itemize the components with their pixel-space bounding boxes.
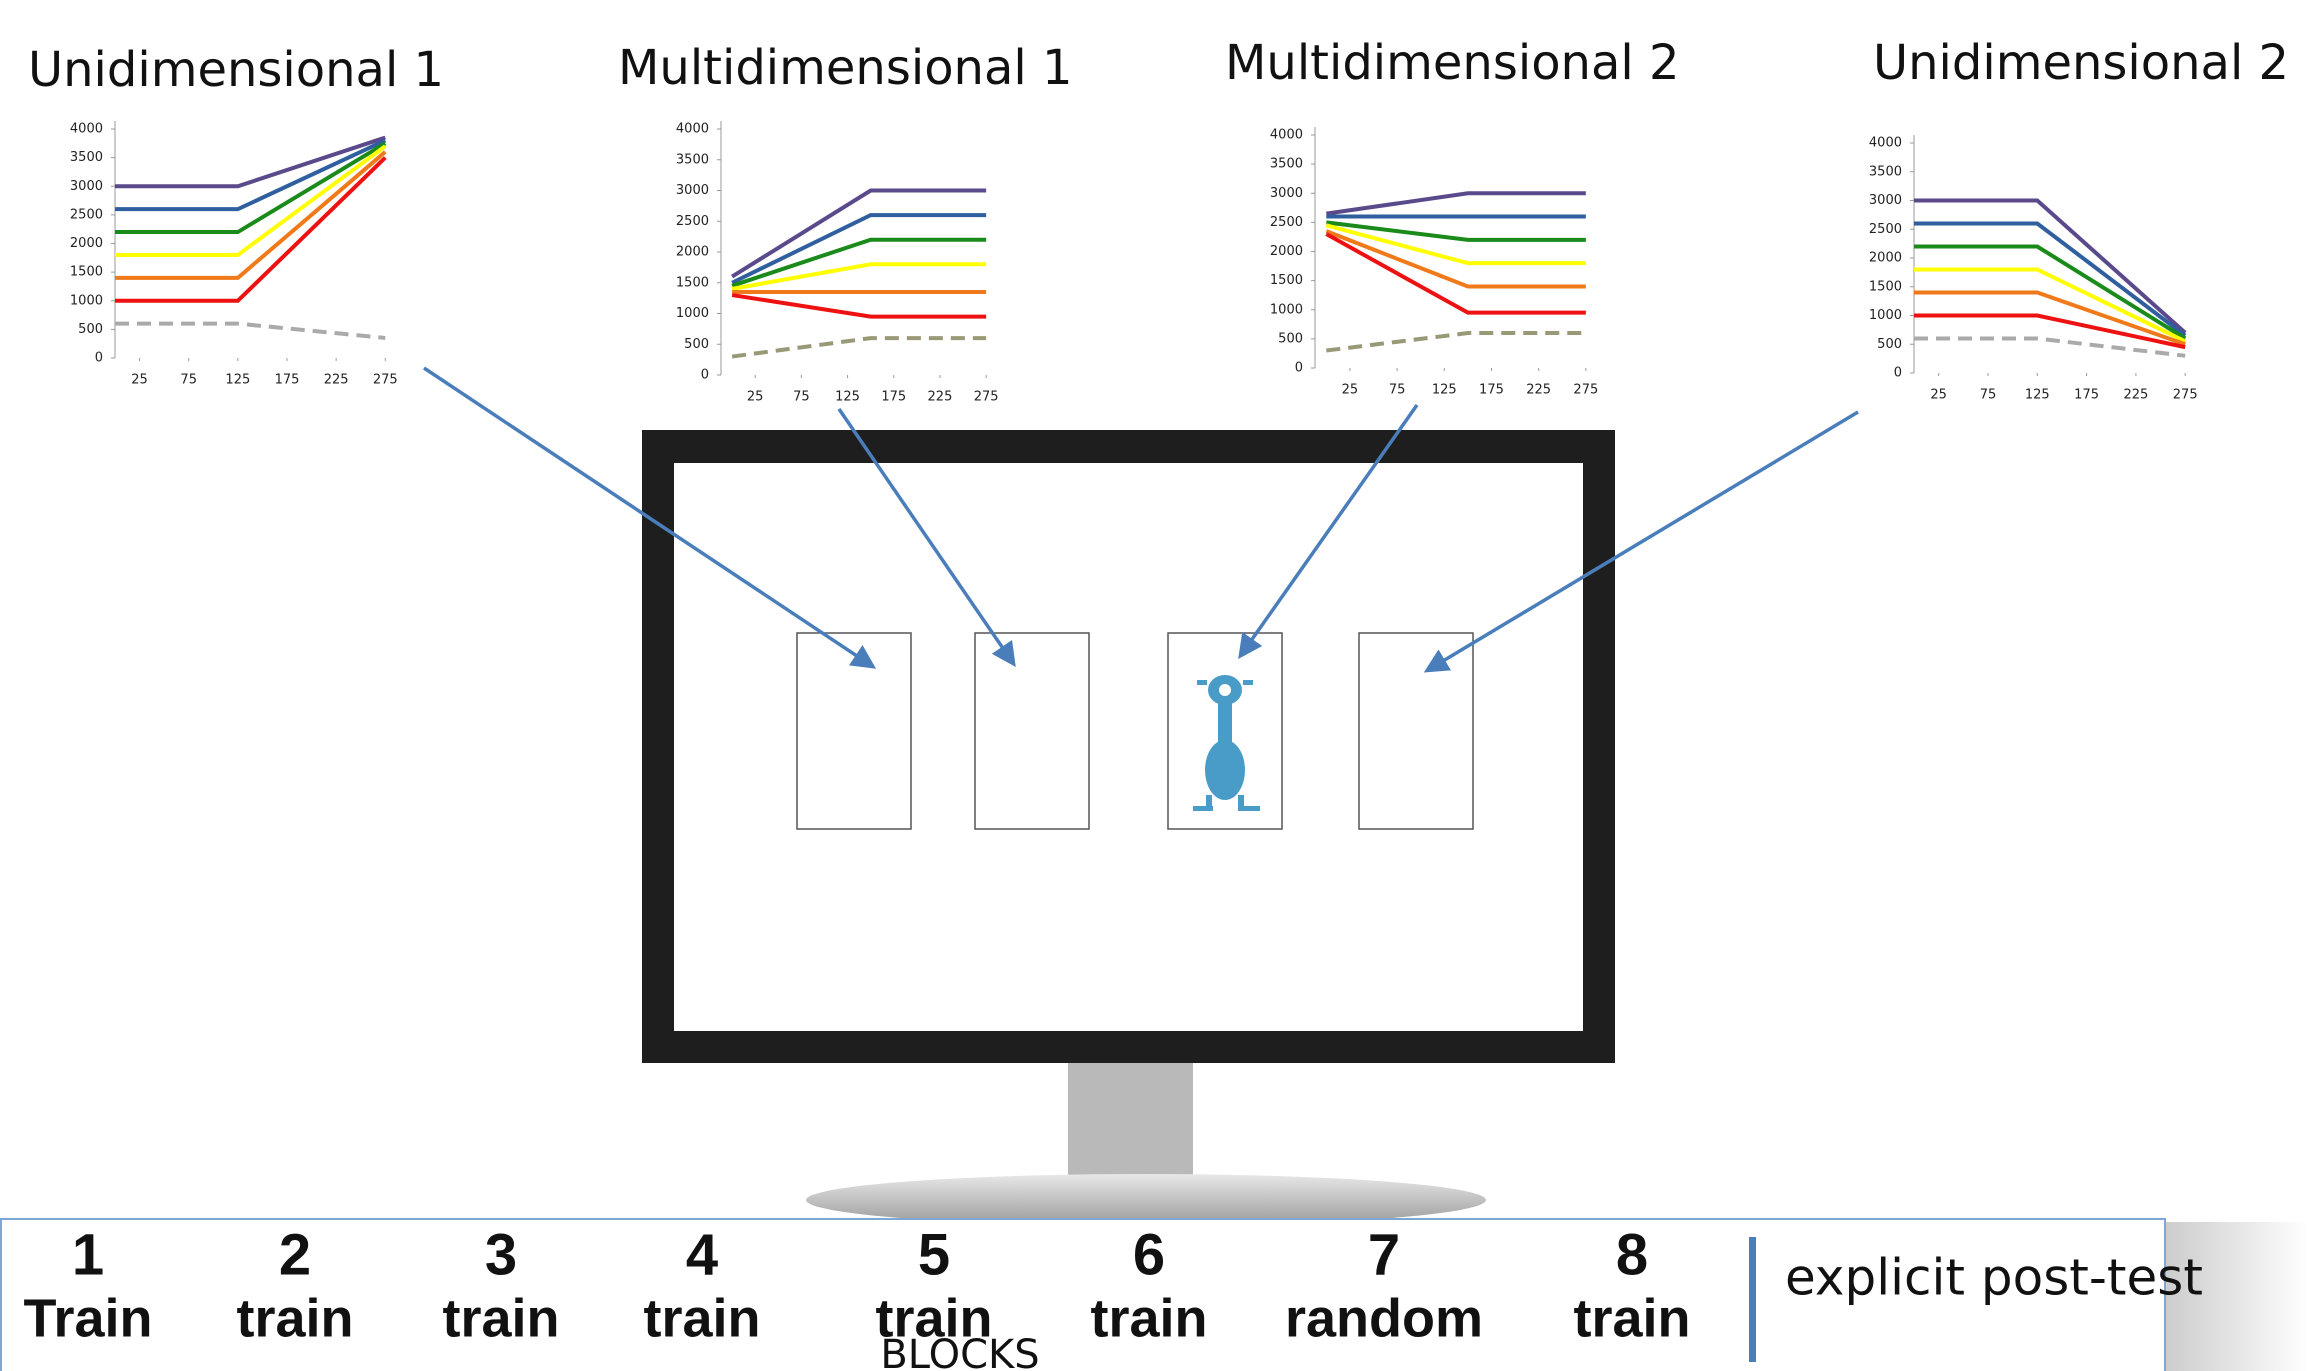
block-label: train: [442, 1288, 559, 1348]
chart-title: Unidimensional 1: [28, 42, 444, 98]
y-tick-label: 3500: [1869, 164, 1902, 179]
block-number: 7: [1368, 1222, 1400, 1287]
block-label: train: [643, 1288, 760, 1348]
block-number: 1: [72, 1222, 104, 1287]
x-tick-label: 75: [1980, 388, 1997, 403]
chart-title: Unidimensional 2: [1873, 35, 2289, 91]
y-tick-label: 3000: [1270, 186, 1303, 201]
x-tick-label: 225: [324, 373, 349, 388]
line-series: [1914, 339, 2185, 356]
line-series: [115, 152, 385, 278]
chart-title: Multidimensional 1: [618, 40, 1073, 96]
block-label: random: [1285, 1288, 1483, 1348]
y-tick-label: 1000: [1270, 302, 1303, 317]
chart-title: Multidimensional 2: [1225, 35, 1680, 91]
y-tick-label: 1500: [70, 265, 103, 280]
x-tick-label: 125: [835, 390, 860, 405]
line-series: [732, 264, 986, 289]
x-tick-label: 225: [2123, 388, 2148, 403]
post-test: explicit post-test: [1785, 1249, 2203, 1307]
y-tick-label: 2000: [676, 245, 709, 260]
x-tick-label: 275: [1573, 383, 1598, 398]
y-tick-label: 1500: [1270, 273, 1303, 288]
y-tick-label: 1000: [1869, 308, 1902, 323]
y-tick-label: 2500: [1869, 222, 1902, 237]
chart: Unidimensional 2 0 500 1000 1500 2000 2500 3000…: [1869, 35, 2289, 403]
y-tick-label: 3000: [1869, 193, 1902, 208]
line-series: [732, 295, 986, 317]
y-tick-label: 4000: [1869, 136, 1902, 151]
line-series: [115, 138, 385, 187]
y-tick-label: 4000: [1270, 128, 1303, 143]
y-tick-label: 0: [1894, 366, 1902, 381]
separator: [1749, 1237, 1756, 1362]
x-tick-label: 275: [974, 390, 999, 405]
y-tick-label: 500: [1278, 331, 1303, 346]
y-tick-label: 0: [701, 368, 709, 383]
y-tick-label: 1500: [676, 275, 709, 290]
x-tick-label: 225: [928, 390, 953, 405]
charts: Unidimensional 1050010001500200025003000…: [28, 35, 2289, 405]
x-tick-label: 175: [1479, 383, 1504, 398]
y-tick-label: 4000: [676, 122, 709, 137]
x-tick-label: 175: [881, 390, 906, 405]
y-tick-label: 3000: [676, 183, 709, 198]
block-number: 4: [686, 1222, 718, 1287]
x-tick-label: 125: [225, 373, 250, 388]
line-series: [115, 324, 385, 338]
y-tick-label: 2500: [70, 207, 103, 222]
block-label: Train: [23, 1288, 152, 1348]
y-tick-label: 3500: [676, 152, 709, 167]
x-tick-label: 125: [2025, 388, 2050, 403]
chart: Multidimensional 1 0 500 1000 1500 2000 2500 30…: [618, 40, 1073, 405]
x-tick-label: 275: [373, 373, 398, 388]
block-label: train: [875, 1288, 992, 1348]
y-tick-label: 0: [95, 351, 103, 366]
block-label: train: [1090, 1288, 1207, 1348]
x-tick-label: 175: [2074, 388, 2099, 403]
block-number: 3: [485, 1222, 517, 1287]
y-tick-label: 2000: [70, 236, 103, 251]
line-series: [115, 146, 385, 255]
chart: Multidimensional 2 0 500 1000 1500 2000 2500 30…: [1225, 35, 1680, 398]
y-tick-label: 2500: [1270, 215, 1303, 230]
x-tick-label: 25: [1930, 388, 1947, 403]
block-label: train: [1573, 1288, 1690, 1348]
y-tick-label: 2000: [1869, 251, 1902, 266]
y-tick-label: 2000: [1270, 244, 1303, 259]
block-label: train: [236, 1288, 353, 1348]
line-series: [732, 338, 986, 356]
y-tick-label: 500: [684, 337, 709, 352]
x-tick-label: 75: [180, 373, 197, 388]
y-tick-label: 1000: [70, 293, 103, 308]
block-number: 2: [279, 1222, 311, 1287]
chart: Unidimensional 1 0 500 1000 1500 2000 2500 3000…: [28, 42, 444, 388]
line-series: [1326, 193, 1586, 213]
x-tick-label: 175: [275, 373, 300, 388]
x-tick-label: 25: [131, 373, 148, 388]
y-tick-label: 1500: [1869, 279, 1902, 294]
x-tick-label: 225: [1526, 383, 1551, 398]
y-tick-label: 1000: [676, 306, 709, 321]
x-tick-label: 75: [793, 390, 810, 405]
y-tick-label: 3500: [70, 150, 103, 165]
x-tick-label: 25: [1342, 383, 1359, 398]
x-tick-label: 75: [1389, 383, 1406, 398]
y-tick-label: 2500: [676, 214, 709, 229]
x-tick-label: 275: [2173, 388, 2198, 403]
x-tick-label: 25: [747, 390, 764, 405]
y-tick-label: 4000: [70, 122, 103, 137]
y-tick-label: 3000: [70, 179, 103, 194]
x-tick-label: 125: [1432, 383, 1457, 398]
y-tick-label: 500: [1877, 337, 1902, 352]
y-tick-label: 500: [78, 322, 103, 337]
line-series: [1326, 333, 1586, 350]
block-number: 6: [1133, 1222, 1165, 1287]
block-number: 5: [918, 1222, 950, 1287]
block-number: 8: [1616, 1222, 1648, 1287]
y-tick-label: 3500: [1270, 157, 1303, 172]
y-tick-label: 0: [1295, 361, 1303, 376]
slide: explicit post-test BLOCKS 1Train2train3t…: [0, 0, 2309, 1371]
